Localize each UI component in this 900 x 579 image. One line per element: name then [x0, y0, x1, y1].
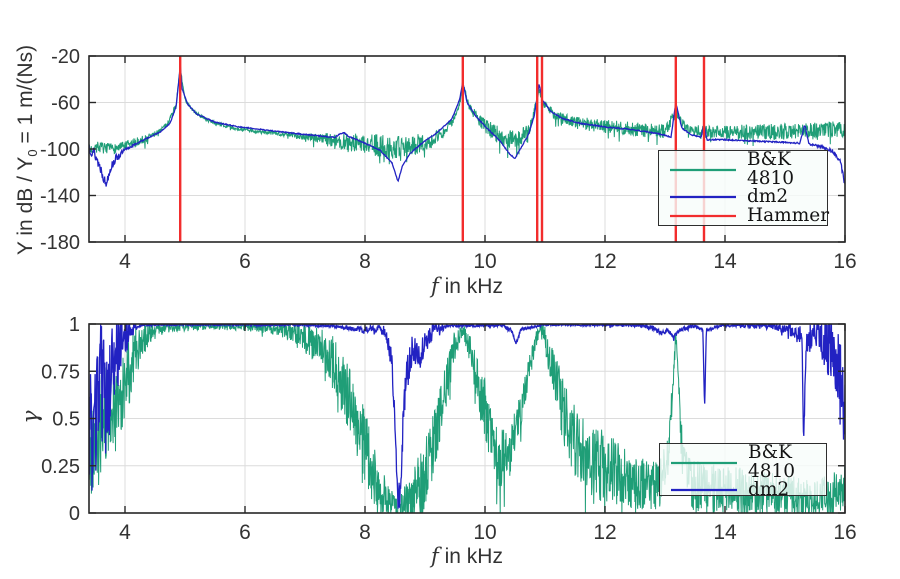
- y-tick-label: 0.75: [41, 361, 80, 383]
- x-tick-label: 10: [473, 250, 496, 273]
- top-x-axis-label-rest: in kHz: [438, 275, 503, 298]
- top-legend: B&K 4810 dm2 Hammer: [658, 149, 830, 226]
- y-tick-label: 0.25: [41, 456, 80, 478]
- x-tick-label: 4: [119, 521, 131, 544]
- y-tick-label: 0: [69, 503, 80, 525]
- x-tick-label: 14: [713, 521, 737, 544]
- x-tick-label: 16: [833, 521, 856, 544]
- legend-label: dm2: [747, 186, 789, 207]
- x-tick-label: 14: [713, 250, 737, 273]
- bottom-x-axis-label-f: f: [431, 544, 439, 568]
- tick-marks: [89, 55, 846, 243]
- y-tick-label: 0.5: [52, 409, 80, 431]
- top-y-axis-label-pre: Y in dB / Y: [13, 156, 37, 256]
- y-tick-label: -140: [40, 186, 80, 208]
- tick-labels: 4 6 8 10 12 14 16 -20 -60 -100 -140 -180: [40, 46, 857, 273]
- x-tick-label: 8: [359, 250, 371, 273]
- green-line-swatch: [670, 168, 736, 171]
- bottom-x-axis-label: f in kHz: [431, 544, 503, 569]
- legend-entry-hammer: Hammer: [659, 204, 830, 226]
- tick-labels: 4 6 8 10 12 14 16 0 0.25 0.5 0.75 1: [41, 314, 857, 544]
- legend-entry-dm2: dm2: [659, 186, 827, 207]
- hammer-lines: [178, 56, 706, 242]
- top-y-axis-label-sub: 0: [25, 149, 41, 157]
- curve-dm2: [89, 65, 845, 187]
- blue-line-swatch: [670, 196, 736, 199]
- bottom-x-axis-label-rest: in kHz: [438, 545, 503, 568]
- legend-label: B&K 4810: [747, 149, 795, 189]
- bottom-y-axis-label: γ: [18, 410, 44, 424]
- top-y-axis-label: Y in dB / Y0 = 1 m/(Ns): [14, 45, 40, 255]
- y-tick-label: -180: [40, 232, 80, 254]
- x-tick-label: 6: [239, 521, 251, 544]
- blue-line-swatch: [671, 489, 737, 492]
- top-x-axis-label: f in kHz: [431, 274, 503, 299]
- top-y-axis-label-post: = 1 m/(Ns): [13, 44, 37, 150]
- y-tick-label: 1: [69, 314, 80, 336]
- red-line-swatch: [670, 214, 736, 217]
- panel-top: 4 6 8 10 12 14 16 -20 -60 -100 -140 -180: [40, 46, 857, 273]
- x-tick-label: 12: [593, 521, 616, 544]
- top-x-axis-label-f: f: [431, 274, 439, 298]
- legend-entry-bk4810: B&K 4810: [660, 442, 826, 482]
- y-tick-label: -60: [51, 93, 80, 115]
- y-tick-label: -20: [51, 46, 80, 68]
- bottom-legend: B&K 4810 dm2: [659, 442, 827, 499]
- green-line-swatch: [671, 461, 737, 464]
- x-tick-label: 4: [119, 250, 131, 273]
- legend-entry-dm2: dm2: [660, 479, 826, 500]
- x-tick-label: 16: [833, 250, 856, 273]
- x-tick-label: 6: [239, 250, 251, 273]
- legend-label: dm2: [748, 479, 790, 500]
- legend-label: Hammer: [747, 204, 830, 226]
- panel-bottom: 4 6 8 10 12 14 16 0 0.25 0.5 0.75 1: [41, 314, 857, 544]
- legend-entry-bk4810: B&K 4810: [659, 149, 827, 189]
- y-tick-label: -100: [40, 139, 80, 161]
- x-tick-label: 8: [359, 521, 371, 544]
- tick-marks: [89, 323, 846, 514]
- curve-b-k-4810: [89, 324, 845, 513]
- curve-dm2: [89, 324, 845, 509]
- x-tick-label: 12: [593, 250, 616, 273]
- legend-label: B&K 4810: [748, 442, 796, 482]
- x-tick-label: 10: [473, 521, 496, 544]
